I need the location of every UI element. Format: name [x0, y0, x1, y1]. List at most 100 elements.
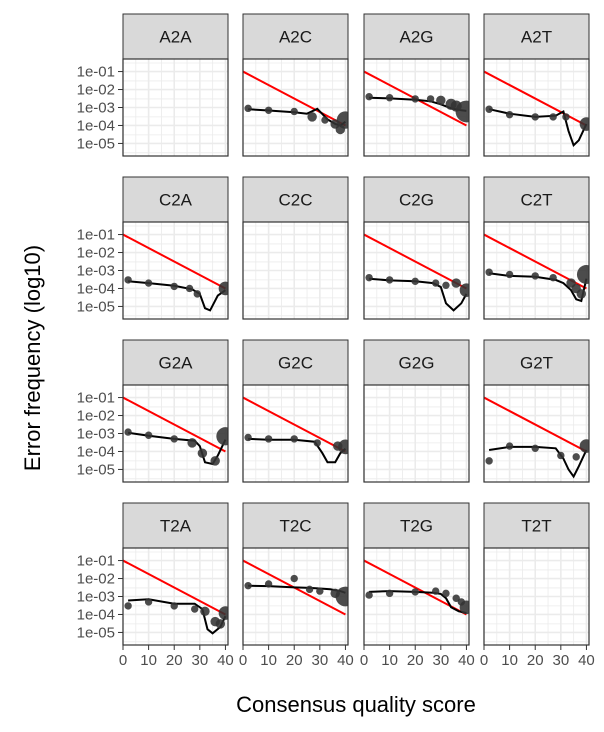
- strip-label: T2C: [279, 517, 311, 536]
- panel-border: [242, 58, 349, 157]
- x-tick-label: 10: [501, 652, 518, 669]
- data-point: [432, 279, 440, 287]
- y-tick-label: 1e-04: [77, 280, 115, 297]
- x-tick-label: 0: [239, 652, 247, 669]
- data-point: [290, 107, 298, 116]
- data-point: [562, 113, 570, 121]
- data-point: [451, 278, 461, 288]
- data-layer: [123, 559, 228, 635]
- strip-label: G2G: [399, 354, 435, 373]
- data-point: [124, 602, 132, 610]
- x-tick-label: 30: [191, 652, 208, 669]
- panel-border: [363, 221, 470, 320]
- data-point: [264, 435, 273, 443]
- data-point: [144, 598, 153, 606]
- y-tick-label: 1e-03: [77, 100, 115, 117]
- y-tick-label: 1e-05: [77, 461, 115, 478]
- facet-a2c: A2C: [242, 13, 349, 157]
- data-point: [436, 95, 446, 106]
- smooth-line: [369, 590, 467, 614]
- facet-g2t: G2T: [483, 339, 590, 483]
- strip-label: A2G: [399, 28, 433, 47]
- y-tick-label: 1e-03: [77, 263, 115, 280]
- data-layer: [123, 233, 228, 312]
- data-layer: [364, 70, 469, 127]
- panel-border: [242, 384, 349, 483]
- y-tick-label: 1e-04: [77, 443, 115, 460]
- x-axis-title: Consensus quality score: [236, 692, 476, 717]
- data-point: [385, 94, 394, 102]
- y-tick-label: 1e-05: [77, 135, 115, 152]
- x-tick-label: 10: [140, 652, 157, 669]
- data-point: [411, 277, 419, 286]
- facet-a2t: A2T: [483, 13, 590, 157]
- data-point: [218, 606, 228, 620]
- data-point: [385, 589, 394, 598]
- data-point: [264, 580, 273, 588]
- strip-label: T2T: [521, 517, 551, 536]
- x-tick-label: 40: [578, 652, 595, 669]
- strip-label: T2A: [160, 517, 192, 536]
- data-point: [426, 95, 435, 103]
- data-point: [576, 289, 587, 299]
- data-point: [338, 439, 348, 455]
- data-point: [442, 589, 450, 598]
- strip-label: C2A: [159, 191, 193, 210]
- strip-background: [242, 339, 349, 386]
- panel-border: [242, 547, 349, 646]
- data-point: [485, 457, 493, 465]
- data-layer: [243, 396, 348, 464]
- data-point: [244, 581, 252, 590]
- data-point: [191, 605, 199, 613]
- smooth-line: [248, 437, 347, 464]
- strip-background: [242, 502, 349, 549]
- x-tick-label: 20: [407, 652, 424, 669]
- facet-a2g: A2G: [363, 13, 470, 157]
- data-point: [216, 427, 228, 446]
- data-point: [244, 104, 252, 113]
- y-tick-label: 1e-01: [77, 390, 115, 407]
- facet-t2g: T2G 0 10 20 30 40: [360, 502, 475, 669]
- panel-border: [363, 384, 470, 483]
- data-point: [197, 448, 208, 458]
- data-point: [459, 283, 469, 297]
- data-point: [505, 442, 514, 450]
- x-tick-label: 30: [552, 652, 569, 669]
- data-point: [411, 588, 419, 596]
- strip-label: C2G: [399, 191, 434, 210]
- smooth-line: [488, 272, 588, 303]
- facet-g2c: G2C: [242, 339, 349, 483]
- x-tick-label: 40: [337, 652, 354, 669]
- strip-background: [242, 176, 349, 223]
- x-tick-label: 20: [286, 652, 303, 669]
- expected-error-line: [243, 396, 346, 453]
- strip-label: G2A: [158, 354, 193, 373]
- strip-background: [363, 339, 470, 386]
- facet-t2t: T2T 0 10 20 30 40: [480, 502, 595, 669]
- data-layer: [484, 233, 589, 303]
- x-tick-label: 20: [527, 652, 544, 669]
- strip-label: A2A: [159, 28, 192, 47]
- strip-label: C2T: [520, 191, 552, 210]
- data-point: [170, 602, 178, 610]
- strip-background: [363, 13, 470, 60]
- facet-c2t: C2T: [483, 176, 590, 320]
- expected-error-line: [123, 396, 226, 453]
- x-tick-label: 30: [311, 652, 328, 669]
- y-tick-label: 1e-04: [77, 117, 115, 134]
- data-point: [215, 619, 226, 629]
- data-point: [305, 585, 314, 594]
- data-point: [316, 587, 324, 595]
- panel-border: [483, 58, 590, 157]
- data-point: [576, 264, 589, 284]
- data-point: [187, 438, 197, 448]
- data-point: [442, 281, 450, 290]
- y-tick-label: 1e-01: [77, 553, 115, 570]
- x-tick-label: 20: [166, 652, 183, 669]
- data-point: [264, 106, 273, 114]
- data-point: [411, 95, 419, 103]
- strip-label: C2C: [278, 191, 312, 210]
